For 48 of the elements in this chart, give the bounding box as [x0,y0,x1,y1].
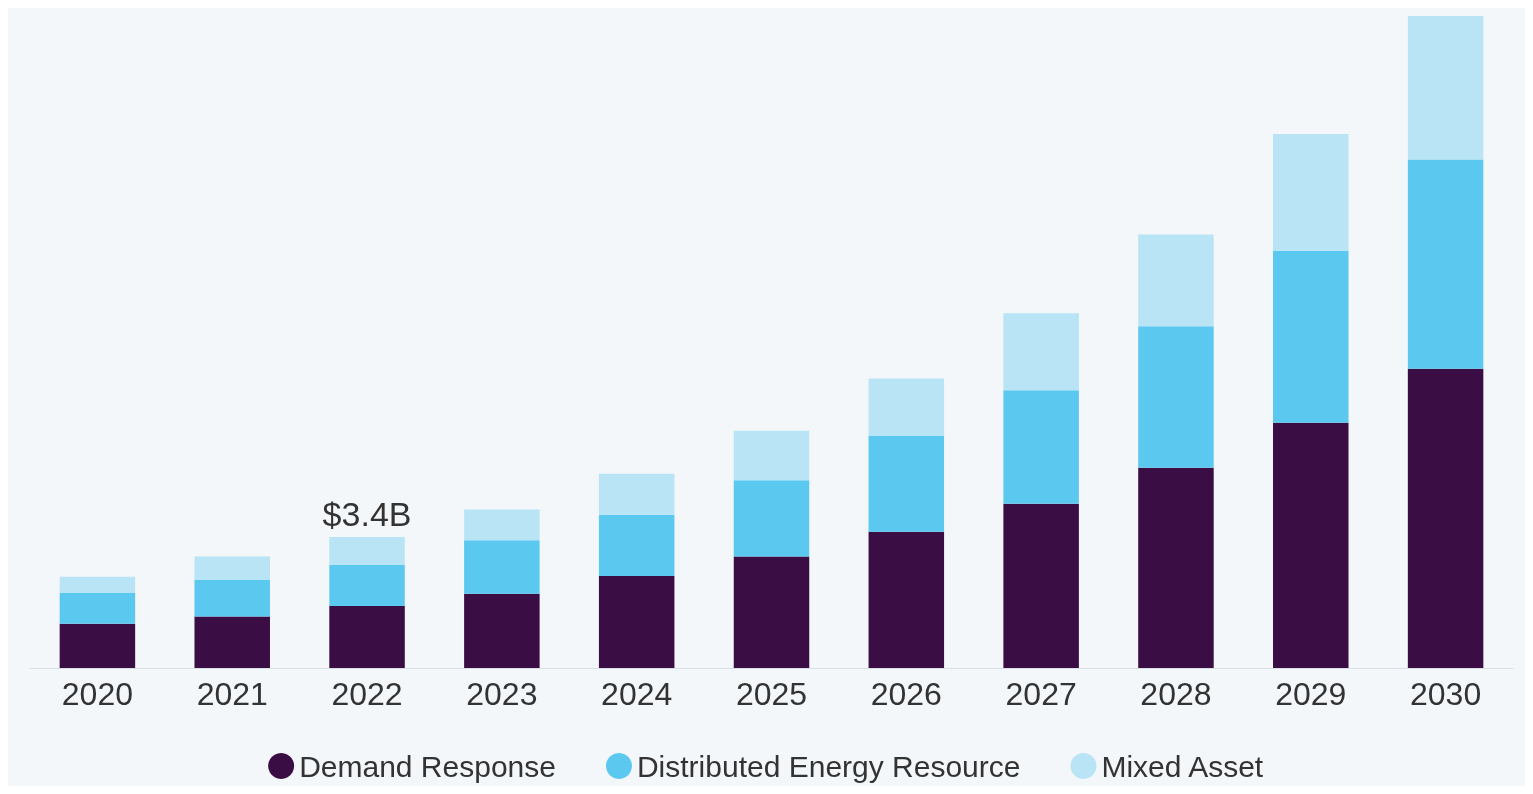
bar [1138,234,1214,327]
x-tick-label: 2030 [1410,676,1482,712]
bar [329,606,405,668]
bar [1273,250,1349,423]
bar [464,593,540,668]
bar [733,480,810,557]
x-tick-label: 2025 [735,676,808,712]
x-tick-label: 2027 [1005,676,1077,712]
bar [1138,467,1214,668]
bar [868,531,945,668]
x-tick-label: 2021 [196,676,268,712]
bar [868,435,945,532]
bar [598,473,675,515]
bar [1138,326,1214,468]
bar [59,576,136,594]
bar [1003,313,1079,391]
bar [733,556,810,668]
x-tick-label: 2020 [61,676,133,712]
bar [464,509,540,541]
bar [1003,503,1079,668]
bar [59,623,136,668]
legend-label: Distributed Energy Resource [636,749,1021,783]
bar [1407,159,1484,369]
x-tick-label: 2029 [1275,676,1347,712]
bar [868,378,945,436]
bar [194,556,270,580]
bar [464,540,540,594]
bar [1273,422,1349,668]
x-tick-label: 2022 [331,676,403,712]
bar [598,576,675,668]
bar [1003,390,1079,504]
bar [1407,16,1484,160]
bar [194,579,270,617]
x-tick-label: 2026 [870,676,942,712]
bar [733,430,810,481]
x-tick-label: 2028 [1140,676,1212,712]
bar [329,536,405,565]
bar [598,514,675,577]
legend-label: Mixed Asset [1101,749,1264,783]
annotation: $3.4B [322,494,412,533]
bar [194,616,270,668]
bar [1273,134,1349,251]
legend-label: Demand Response [299,749,556,783]
bar [59,593,136,624]
x-tick-label: 2023 [466,676,538,712]
x-tick-label: 2024 [601,676,673,712]
bar [329,564,405,607]
bar [1407,368,1484,668]
